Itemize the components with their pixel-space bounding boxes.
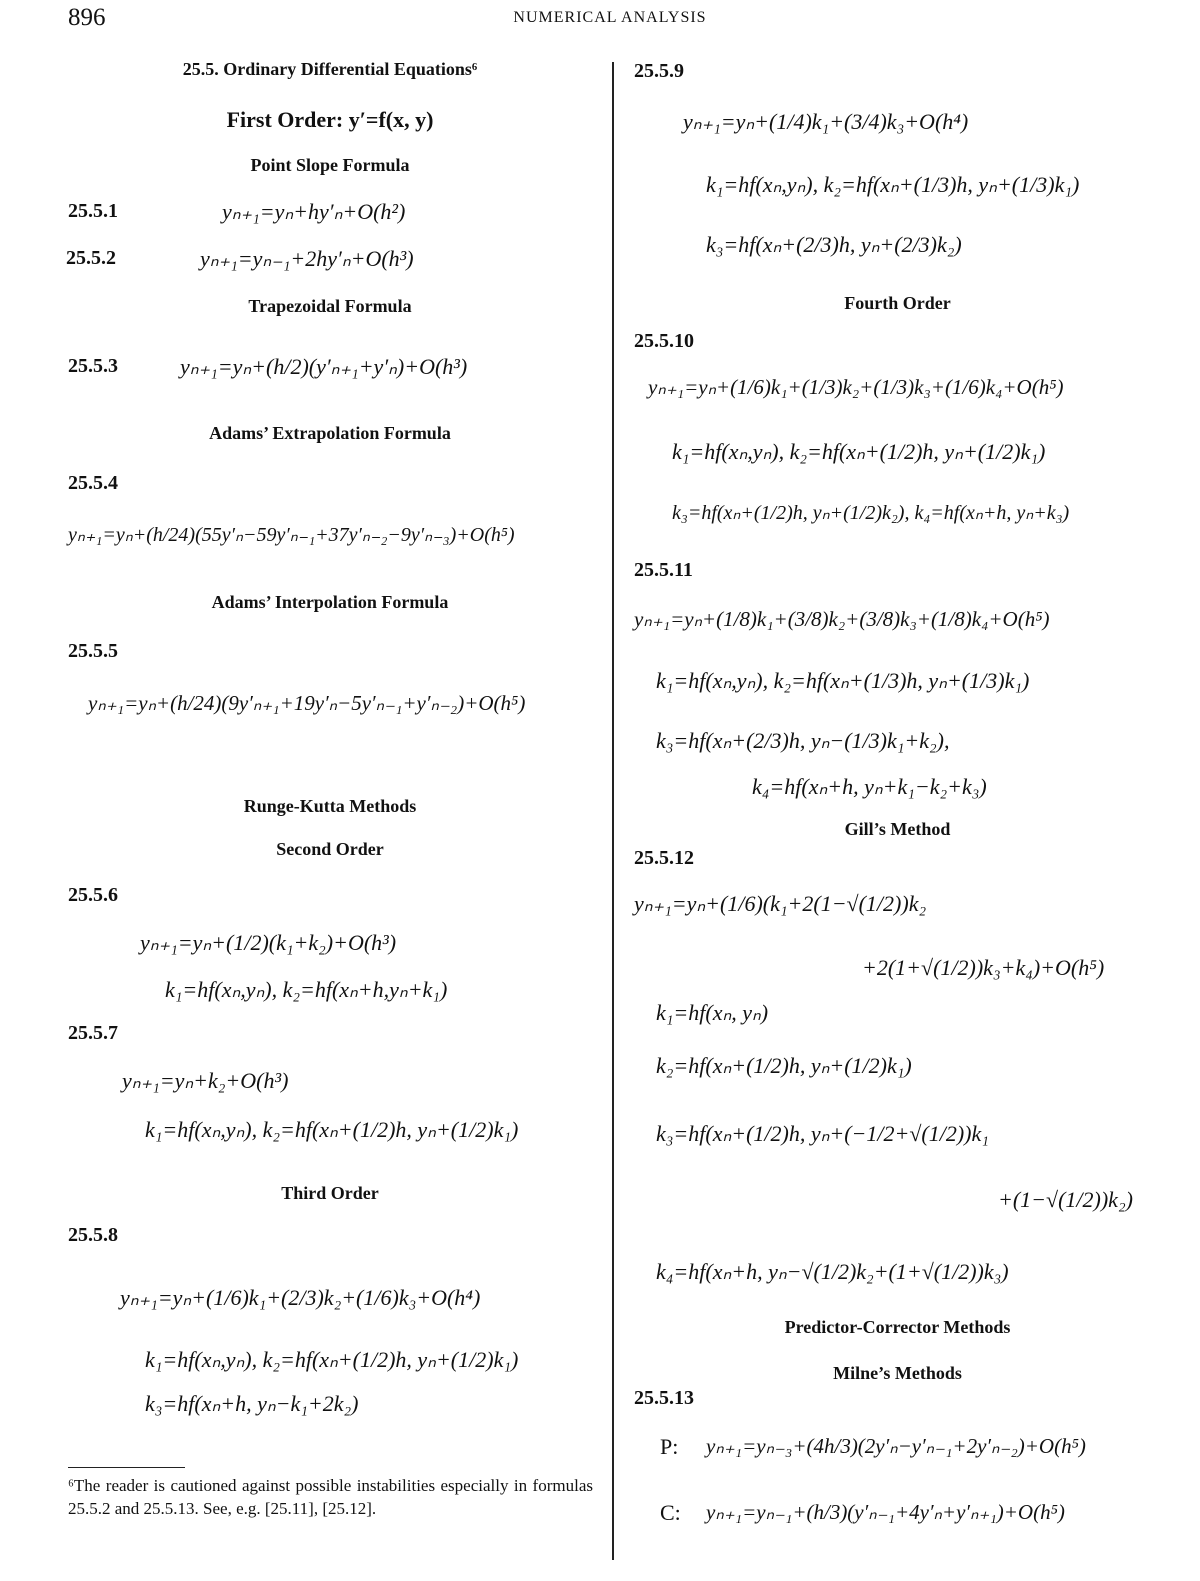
footnote: ⁶The reader is cautioned against possibl… [68,1476,593,1518]
eq-label: 25.5.1 [68,200,118,222]
runge-kutta-heading: Runge-Kutta Methods [243,796,417,816]
formula: k₄=hf(xₙ+h, yₙ+k₁−k₂+k₃) [752,774,987,799]
formula: k₃=hf(xₙ+(1/2)h, yₙ+(1/2)k₂), k₄=hf(xₙ+h… [672,502,1070,524]
formula: yₙ₊₁=yₙ+(h/24)(55y′ₙ−59y′ₙ₋₁+37y′ₙ₋₂−9y′… [68,524,515,546]
second-order-heading: Second Order [276,839,384,859]
formula: k₃=hf(xₙ+(2/3)h, yₙ+(2/3)k₂) [706,232,962,257]
formula: k₁=hf(xₙ,yₙ), k₂=hf(xₙ+h,yₙ+k₁) [165,977,448,1002]
formula: k₁=hf(xₙ,yₙ), k₂=hf(xₙ+(1/2)h, yₙ+(1/2)k… [145,1117,519,1142]
column-divider [612,62,614,1560]
running-head: NUMERICAL ANALYSIS [513,9,707,26]
formula: yₙ₊₁=yₙ+(h/2)(y′ₙ₊₁+y′ₙ)+O(h³) [180,354,468,379]
eq-label: 25.5.10 [634,330,694,352]
formula: k₃=hf(xₙ+(2/3)h, yₙ−(1/3)k₁+k₂), [656,728,950,753]
formula: +(1−√(1/2))k₂) [998,1187,1133,1212]
formula: yₙ₊₁=yₙ₋₃+(4h/3)(2y′ₙ−y′ₙ₋₁+2y′ₙ₋₂)+O(h⁵… [706,1434,1086,1458]
third-order-heading: Third Order [281,1183,379,1203]
formula: yₙ₊₁=yₙ₋₁+(h/3)(y′ₙ₋₁+4y′ₙ+y′ₙ₊₁)+O(h⁵) [706,1500,1065,1524]
formula: k₁=hf(xₙ,yₙ), k₂=hf(xₙ+(1/2)h, yₙ+(1/2)k… [672,439,1046,464]
formula: yₙ₊₁=yₙ+(1/4)k₁+(3/4)k₃+O(h⁴) [683,109,969,134]
formula: yₙ₊₁=yₙ+(1/6)k₁+(2/3)k₂+(1/6)k₃+O(h⁴) [120,1285,481,1310]
predictor-label: P: [660,1434,679,1459]
formula: yₙ₊₁=yₙ+k₂+O(h³) [122,1068,289,1093]
formula: yₙ₊₁=yₙ+(h/24)(9y′ₙ₊₁+19y′ₙ−5y′ₙ₋₁+y′ₙ₋₂… [88,691,526,715]
formula: yₙ₊₁=yₙ+(1/6)k₁+(1/3)k₂+(1/3)k₃+(1/6)k₄+… [648,375,1064,399]
formula: k₄=hf(xₙ+h, yₙ−√(1/2)k₂+(1+√(1/2))k₃) [656,1259,1009,1284]
gills-method-heading: Gill’s Method [844,819,951,839]
eq-label: 25.5.5 [68,640,118,662]
adams-extrapolation-heading: Adams’ Extrapolation Formula [209,423,451,443]
eq-label: 25.5.11 [634,559,693,581]
formula: +2(1+√(1/2))k₃+k₄)+O(h⁵) [862,955,1105,980]
eq-label: 25.5.13 [634,1387,694,1409]
first-order-heading: First Order: y′=f(x, y) [226,107,434,132]
milnes-methods-heading: Milne’s Methods [833,1363,962,1383]
adams-interpolation-heading: Adams’ Interpolation Formula [211,592,449,612]
eq-label: 25.5.8 [68,1224,118,1246]
eq-label: 25.5.2 [66,247,116,269]
formula: k₁=hf(xₙ,yₙ), k₂=hf(xₙ+(1/3)h, yₙ+(1/3)k… [706,172,1080,197]
formula: k₃=hf(xₙ+(1/2)h, yₙ+(−1/2+√(1/2))k₁ [656,1121,989,1146]
fourth-order-heading: Fourth Order [844,293,951,313]
page-number: 896 [68,4,106,31]
predictor-corrector-heading: Predictor-Corrector Methods [784,1317,1011,1337]
eq-label: 25.5.6 [68,884,118,906]
eq-label: 25.5.9 [634,60,684,82]
formula: k₃=hf(xₙ+h, yₙ−k₁+2k₂) [145,1391,359,1416]
eq-label: 25.5.7 [68,1022,118,1044]
eq-label: 25.5.4 [68,472,118,494]
section-title: 25.5. Ordinary Differential Equations⁶ [182,59,478,79]
formula: k₁=hf(xₙ,yₙ), k₂=hf(xₙ+(1/2)h, yₙ+(1/2)k… [145,1347,519,1372]
formula: yₙ₊₁=yₙ+(1/8)k₁+(3/8)k₂+(3/8)k₃+(1/8)k₄+… [634,607,1050,631]
formula: k₂=hf(xₙ+(1/2)h, yₙ+(1/2)k₁) [656,1053,912,1078]
formula: yₙ₊₁=yₙ₋₁+2hy′ₙ+O(h³) [200,246,414,271]
eq-label: 25.5.3 [68,355,118,377]
footnote-rule [68,1467,185,1468]
formula: yₙ₊₁=yₙ+(1/6)(k₁+2(1−√(1/2))k₂ [634,891,927,916]
formula: yₙ₊₁=yₙ+(1/2)(k₁+k₂)+O(h³) [140,930,397,955]
point-slope-heading: Point Slope Formula [250,155,410,175]
corrector-label: C: [660,1500,681,1525]
formula: k₁=hf(xₙ, yₙ) [656,1000,769,1025]
eq-label: 25.5.12 [634,847,694,869]
formula: yₙ₊₁=yₙ+hy′ₙ+O(h²) [222,199,406,224]
formula: k₁=hf(xₙ,yₙ), k₂=hf(xₙ+(1/3)h, yₙ+(1/3)k… [656,668,1030,693]
trapezoidal-heading: Trapezoidal Formula [248,296,412,316]
